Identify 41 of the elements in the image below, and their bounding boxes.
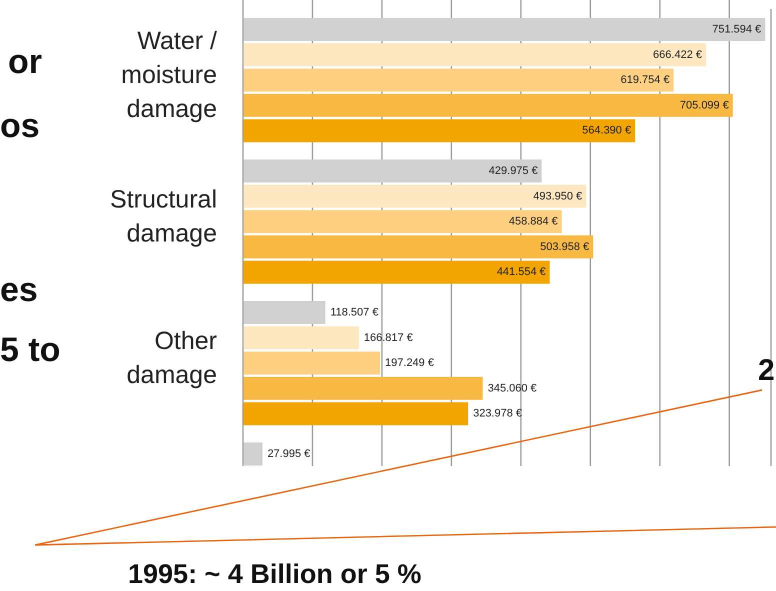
data-label: 441.554 € bbox=[496, 266, 546, 278]
data-label: 323.978 € bbox=[473, 408, 522, 420]
annotation: 1995: ~ 4 Billion or 5 % bbox=[128, 559, 422, 590]
data-label: 564.390 € bbox=[582, 124, 632, 137]
bar bbox=[243, 442, 262, 466]
bar bbox=[243, 94, 733, 117]
data-label: 118.507 € bbox=[330, 306, 378, 318]
bar bbox=[243, 18, 766, 41]
bar bbox=[243, 210, 562, 234]
y-tick-label: Structural damage bbox=[110, 184, 217, 247]
data-label: 705.099 € bbox=[680, 99, 729, 112]
data-label: 503.958 € bbox=[540, 240, 590, 253]
bar bbox=[243, 119, 636, 142]
bar bbox=[243, 43, 706, 66]
text: 5 to bbox=[0, 331, 60, 370]
text: es bbox=[0, 271, 38, 310]
text: os bbox=[0, 107, 40, 146]
data-label: 493.950 € bbox=[533, 190, 582, 202]
data-label: 458.884 € bbox=[508, 216, 558, 228]
bar bbox=[243, 68, 674, 92]
data-label: 166.817 € bbox=[364, 332, 413, 344]
y-tick-label: Other damage bbox=[126, 326, 217, 388]
text: or bbox=[8, 43, 42, 82]
data-label: 197.249 € bbox=[385, 357, 434, 370]
data-label: 751.594 € bbox=[712, 24, 762, 36]
bar bbox=[243, 160, 542, 182]
bar bbox=[243, 235, 594, 258]
bar bbox=[243, 376, 483, 400]
data-label: 429.975 € bbox=[488, 165, 538, 177]
data-label: 27.995 € bbox=[267, 448, 310, 460]
annotation: 2 bbox=[758, 354, 775, 387]
data-label: 666.422 € bbox=[653, 48, 702, 61]
bar bbox=[243, 301, 326, 324]
bar bbox=[243, 184, 586, 208]
bar bbox=[243, 352, 380, 375]
bar bbox=[243, 260, 550, 284]
data-label: 619.754 € bbox=[620, 74, 670, 86]
y-tick-label: Water / moisture damage bbox=[121, 26, 218, 122]
bar bbox=[243, 402, 468, 426]
data-label: 345.060 € bbox=[488, 382, 537, 394]
bar bbox=[243, 326, 359, 350]
